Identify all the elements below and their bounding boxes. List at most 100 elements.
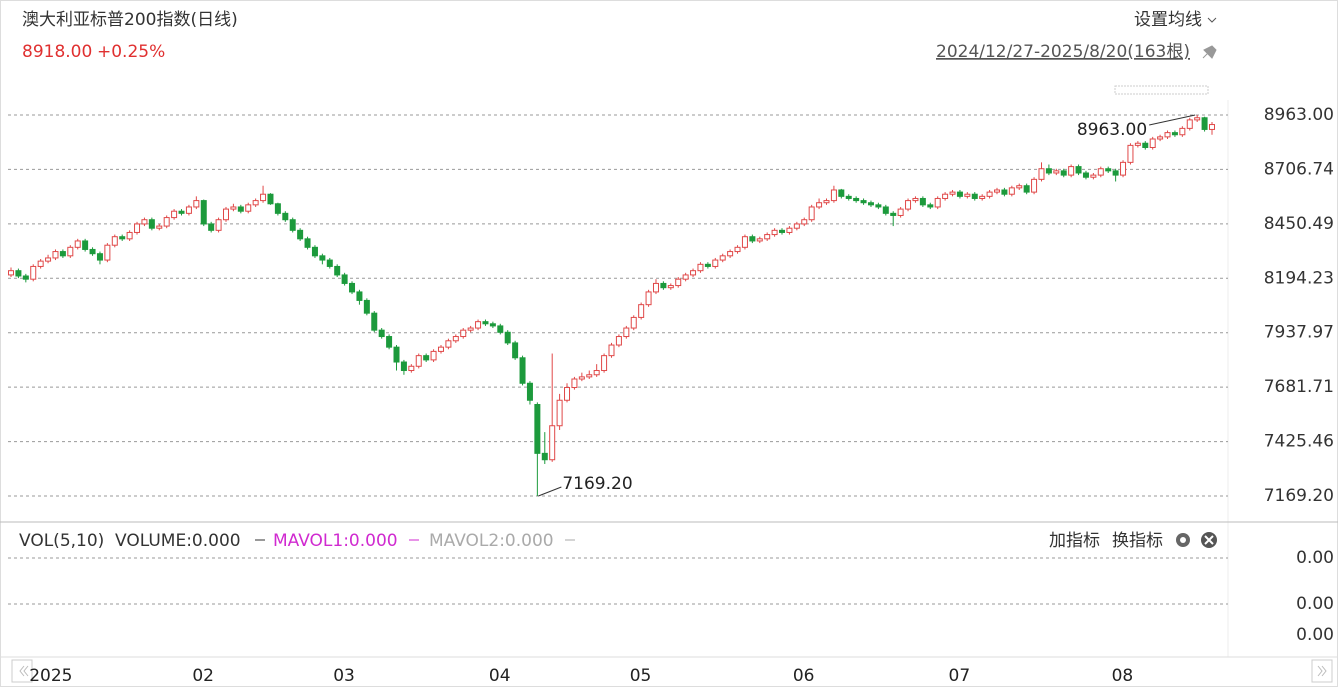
candle-body xyxy=(964,193,971,197)
candle-body xyxy=(1164,132,1171,138)
vol-tick-label: 0.00 xyxy=(1296,594,1334,614)
candle-body xyxy=(1090,174,1097,178)
candle-body xyxy=(882,206,889,214)
add-indicator[interactable]: 加指标 xyxy=(1049,531,1100,551)
candle-body xyxy=(237,206,244,212)
candle-body xyxy=(230,206,237,210)
candle-body xyxy=(126,231,133,240)
y-tick-label: 7681.71 xyxy=(1264,377,1334,397)
close-x xyxy=(1204,535,1214,545)
candle-body xyxy=(222,208,229,221)
candle-body xyxy=(1045,168,1052,174)
mavol2: MAVOL2:0.000 xyxy=(429,531,554,551)
candle-body xyxy=(119,236,126,240)
vol-tick-label: 0.00 xyxy=(1296,548,1334,568)
vol-value: VOLUME:0.000 xyxy=(115,531,241,551)
candle-body xyxy=(608,344,615,357)
candle-body xyxy=(712,259,719,267)
candle-body xyxy=(185,206,192,214)
candle-body xyxy=(37,260,44,267)
candle-body xyxy=(534,404,541,454)
x-tick-label: 05 xyxy=(630,666,652,686)
candle-body xyxy=(156,225,163,229)
candle-body xyxy=(638,304,645,318)
min-arrow xyxy=(538,486,562,497)
candle-body xyxy=(704,263,711,267)
candle-body xyxy=(497,325,504,333)
candle-body xyxy=(1075,166,1082,174)
candle-body xyxy=(371,312,378,331)
candle-body xyxy=(282,212,289,221)
candle-body xyxy=(341,274,348,284)
range-handle xyxy=(1114,85,1209,95)
y-tick-label: 8194.23 xyxy=(1264,268,1334,288)
candle-body xyxy=(8,270,14,276)
scroll-left[interactable] xyxy=(11,659,33,683)
candle-body xyxy=(460,329,467,338)
candle-body xyxy=(349,282,356,293)
candle-body xyxy=(601,355,608,372)
candle-body xyxy=(1105,168,1112,172)
switch-indicator[interactable]: 换指标 xyxy=(1112,531,1163,551)
candle-body xyxy=(986,191,993,197)
candle-body xyxy=(667,285,674,289)
candle-body xyxy=(45,257,52,262)
candle-body xyxy=(1186,119,1193,129)
candle-body xyxy=(927,204,934,208)
candle-body xyxy=(727,251,734,257)
x-tick-label: 2025 xyxy=(29,666,72,686)
y-tick-label: 7169.20 xyxy=(1264,486,1334,506)
candle-body xyxy=(1209,124,1215,130)
y-tick-label: 8706.74 xyxy=(1264,159,1334,179)
scroll-right-icon xyxy=(1317,665,1327,677)
candle-body xyxy=(96,253,103,261)
candle-body xyxy=(1149,138,1156,148)
candle-body xyxy=(430,350,437,361)
candle-body xyxy=(897,208,904,216)
candle-body xyxy=(971,193,978,199)
candle-body xyxy=(845,195,852,199)
candle-body xyxy=(408,365,415,372)
candle-body xyxy=(289,219,296,231)
ma-setting[interactable]: 设置均线 xyxy=(1134,10,1202,30)
candle-body xyxy=(245,204,252,212)
candle-body xyxy=(22,275,29,280)
candle-body xyxy=(1134,142,1141,146)
candle-body xyxy=(949,191,956,195)
price: 8918.00 xyxy=(22,42,92,62)
candle-body xyxy=(89,248,96,255)
candle-body xyxy=(786,227,793,233)
candle-body xyxy=(415,355,422,367)
pin-icon[interactable] xyxy=(1202,45,1217,59)
candle-body xyxy=(771,229,778,236)
candle-body xyxy=(890,212,897,216)
candle-body xyxy=(297,229,304,240)
candle-body xyxy=(793,223,800,229)
candle-body xyxy=(764,234,771,240)
candle-body xyxy=(1120,161,1127,176)
candle-body xyxy=(1053,170,1060,174)
candle-body xyxy=(697,263,704,272)
candle-body xyxy=(311,246,318,257)
candle-body xyxy=(319,255,326,261)
candle-body xyxy=(994,189,1001,193)
y-tick-label: 7937.97 xyxy=(1264,323,1334,343)
candle-body xyxy=(1031,178,1038,193)
candle-body xyxy=(1194,117,1201,121)
candle-body xyxy=(1179,127,1186,136)
vol-tick-label: 0.00 xyxy=(1296,625,1334,645)
candle-body xyxy=(400,361,407,372)
candle-body xyxy=(875,204,882,208)
candle-body xyxy=(1127,144,1134,163)
candle-body xyxy=(363,299,370,314)
change: +0.25% xyxy=(97,42,165,62)
candle-body xyxy=(690,270,697,276)
candle-body xyxy=(860,200,867,204)
candle-body xyxy=(808,206,815,221)
candle-body xyxy=(1097,168,1104,176)
dropdown-icon[interactable] xyxy=(1207,17,1217,23)
date-range[interactable]: 2024/12/27-2025/8/20(163根) xyxy=(936,42,1190,62)
max-label: 8963.00 xyxy=(1077,120,1147,140)
candle-body xyxy=(779,229,786,233)
